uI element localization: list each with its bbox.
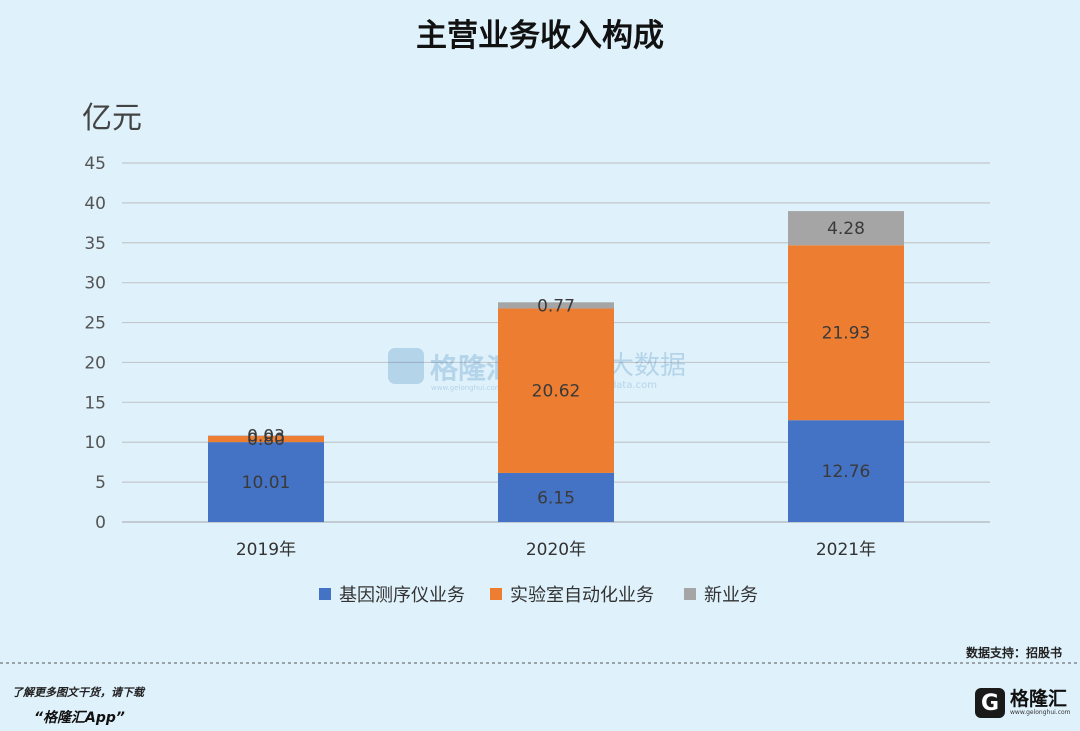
logo-url: www.gelonghui.com bbox=[1010, 709, 1071, 716]
bar-data-label: 6.15 bbox=[537, 488, 575, 508]
legend-swatch bbox=[319, 588, 331, 600]
bar-segment bbox=[788, 420, 904, 522]
legend-swatch bbox=[490, 588, 502, 600]
bar-data-labels: 10.01 0.800.03 6.15 20.62 0.77 12.76 21.93 4.28 bbox=[242, 219, 871, 508]
bar-segment bbox=[208, 442, 324, 522]
y-tick-label: 15 bbox=[84, 393, 106, 413]
bar-data-label: 20.62 bbox=[532, 382, 581, 402]
y-tick-label: 45 bbox=[84, 154, 106, 174]
legend-swatch bbox=[684, 588, 696, 600]
y-tick-label: 5 bbox=[95, 473, 106, 493]
x-tick-labels: 2019年 2020年 2021年 bbox=[236, 540, 876, 560]
y-tick-label: 0 bbox=[95, 513, 106, 533]
legend: 基因测序仪业务 实验室自动化业务 新业务 bbox=[319, 585, 758, 606]
legend-label: 实验室自动化业务 bbox=[510, 585, 654, 606]
y-tick-label: 35 bbox=[84, 234, 106, 254]
bar-data-label: 12.76 bbox=[822, 462, 871, 482]
x-tick-label: 2019年 bbox=[236, 540, 296, 560]
bar-segment bbox=[208, 435, 324, 443]
bar-data-label: 0.77 bbox=[537, 296, 575, 316]
watermark-logo-mark bbox=[388, 348, 424, 384]
y-tick-label: 40 bbox=[84, 194, 106, 214]
legend-label: 新业务 bbox=[704, 585, 758, 606]
footer-app-name[interactable]: “格隆汇App” bbox=[34, 710, 125, 726]
y-tick-label: 25 bbox=[84, 314, 106, 334]
y-axis-unit-label: 亿元 bbox=[82, 101, 142, 136]
bar-segment bbox=[498, 472, 614, 522]
y-tick-label: 30 bbox=[84, 274, 106, 294]
bar-segment bbox=[498, 302, 614, 309]
bar-data-label: 0.80 bbox=[247, 430, 285, 450]
bar-segment bbox=[208, 435, 324, 437]
y-tick-label: 20 bbox=[84, 353, 106, 373]
chart-title: 主营业务收入构成 bbox=[416, 18, 664, 54]
brand-logo[interactable]: G 格隆汇 www.gelonghui.com bbox=[975, 686, 1071, 720]
legend-item: 基因测序仪业务 bbox=[319, 585, 465, 606]
y-tick-labels: 0 5 10 15 20 25 30 35 40 45 bbox=[84, 154, 106, 533]
x-tick-label: 2020年 bbox=[526, 540, 586, 560]
bar-data-label: 0.03 bbox=[247, 427, 285, 447]
bar-data-label: 21.93 bbox=[822, 324, 871, 344]
bar-data-label: 4.28 bbox=[827, 219, 865, 239]
legend-label: 基因测序仪业务 bbox=[339, 585, 465, 606]
legend-item: 新业务 bbox=[684, 585, 758, 606]
x-tick-label: 2021年 bbox=[816, 540, 876, 560]
source-note: 数据支持：招股书 bbox=[966, 645, 1062, 660]
watermark-url-left: www.gelonghui.com bbox=[431, 384, 502, 392]
y-tick-label: 10 bbox=[84, 433, 106, 453]
logo-g-icon: G bbox=[975, 688, 1005, 718]
legend-item: 实验室自动化业务 bbox=[490, 585, 654, 606]
footer-promo-line: 了解更多图文干货，请下载 bbox=[12, 686, 144, 699]
bar-segment bbox=[788, 211, 904, 246]
bar-data-label: 10.01 bbox=[242, 473, 291, 493]
bars bbox=[208, 211, 904, 522]
bar-segment bbox=[498, 308, 614, 473]
bar-segment bbox=[788, 245, 904, 421]
logo-name: 格隆汇 bbox=[1010, 688, 1068, 710]
